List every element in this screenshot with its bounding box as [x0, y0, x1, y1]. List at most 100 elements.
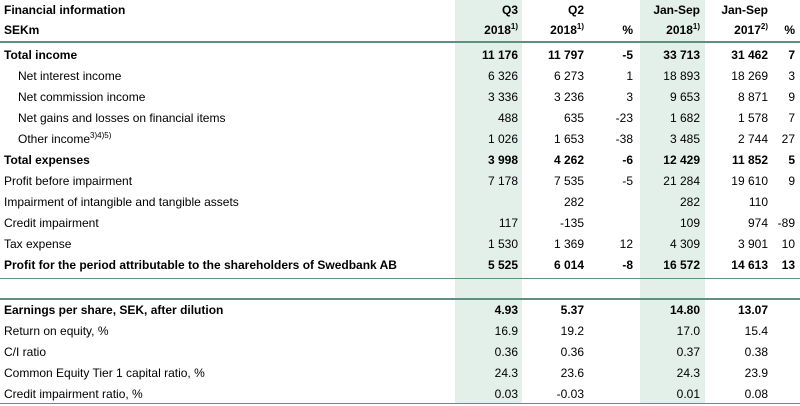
value: 0.36	[560, 345, 584, 359]
column-year: 2018	[484, 23, 511, 37]
value-cell: 0.36	[456, 342, 518, 363]
value-cell: 0.08	[706, 384, 768, 405]
value-cell: 0.01	[640, 384, 700, 405]
value: 0.03	[494, 387, 518, 401]
row-label: Credit impairment ratio, %	[4, 384, 444, 405]
value-cell: 0.37	[640, 342, 700, 363]
row-label: Profit before impairment	[4, 171, 444, 192]
value-cell: 1 026	[456, 129, 518, 150]
value: 3 998	[487, 153, 518, 167]
value: 16 572	[663, 258, 700, 272]
value: 13	[781, 258, 795, 272]
value-cell: 8 871	[706, 87, 768, 108]
row-label: Credit impairment ratio, %	[4, 387, 143, 401]
value-cell: 282	[522, 192, 584, 213]
value-cell: 17.0	[640, 321, 700, 342]
value-cell: 5	[770, 150, 795, 171]
value-cell: 6 273	[522, 66, 584, 87]
value-cell: 7	[770, 108, 795, 129]
value-cell: 5 525	[456, 255, 518, 276]
value: 18 269	[731, 69, 768, 83]
column-period: Jan-Sep	[653, 3, 700, 17]
value-cell: 24.3	[456, 363, 518, 384]
value-cell: 23.9	[706, 363, 768, 384]
value: 0.38	[744, 345, 768, 359]
value: 7 535	[553, 174, 584, 188]
row-label: Profit for the period attributable to th…	[4, 255, 444, 276]
value: 6 326	[487, 69, 518, 83]
value: 1	[626, 69, 633, 83]
value-cell: 1 653	[522, 129, 584, 150]
value: -135	[559, 216, 584, 230]
column-year: 20172)	[706, 20, 768, 41]
value: 19 610	[731, 174, 768, 188]
row-label: Impairment of intangible and tangible as…	[4, 192, 444, 213]
value-cell: 18 269	[706, 66, 768, 87]
value: 15.4	[744, 324, 768, 338]
column-year: 2017	[734, 23, 761, 37]
value: 5	[788, 153, 795, 167]
value: 14 613	[731, 258, 768, 272]
row-label: Return on equity, %	[4, 321, 444, 342]
value: 23.9	[744, 366, 768, 380]
value: 13.07	[737, 303, 768, 317]
row-label: Common Equity Tier 1 capital ratio, %	[4, 363, 444, 384]
column-period: Jan-Sep	[721, 3, 768, 17]
value-cell: 11 176	[456, 45, 518, 66]
value-cell: 6 014	[522, 255, 584, 276]
value-cell: 0.38	[706, 342, 768, 363]
value: 19.2	[560, 324, 584, 338]
row-label: Net interest income	[18, 66, 458, 87]
value: 1 578	[737, 111, 768, 125]
value-cell: 635	[522, 108, 584, 129]
header-unit: SEKm	[4, 20, 304, 41]
row-label: Net gains and losses on financial items	[18, 111, 226, 125]
value-cell: 24.3	[640, 363, 700, 384]
value: 9	[788, 174, 795, 188]
row-label: Other income	[18, 132, 91, 146]
value-cell: 1 578	[706, 108, 768, 129]
value-cell: 4.93	[456, 300, 518, 321]
value: 7	[788, 111, 795, 125]
column-period: Q2	[522, 0, 584, 21]
value-cell: 488	[456, 108, 518, 129]
value: 27	[781, 132, 795, 146]
value-cell: 3 998	[456, 150, 518, 171]
row-label: C/I ratio	[4, 345, 47, 359]
value: 3	[788, 69, 795, 83]
value: 488	[497, 111, 518, 125]
column-period: Q3	[501, 3, 518, 17]
value-cell: 4 262	[522, 150, 584, 171]
rule	[0, 278, 800, 279]
value: 0.08	[744, 387, 768, 401]
value-cell: 12 429	[640, 150, 700, 171]
value: 9 653	[669, 90, 700, 104]
value-cell: 15.4	[706, 321, 768, 342]
value-cell: 1 369	[522, 234, 584, 255]
value-cell: 3	[588, 87, 633, 108]
value-cell: 9 653	[640, 87, 700, 108]
value: 974	[747, 216, 768, 230]
value-cell: -89	[770, 213, 795, 234]
value-cell: 11 797	[522, 45, 584, 66]
value-cell: -38	[588, 129, 633, 150]
value-cell: 6 326	[456, 66, 518, 87]
value-cell: 19.2	[522, 321, 584, 342]
value: 0.36	[494, 345, 518, 359]
value: 24.3	[494, 366, 518, 380]
value: -89	[777, 216, 795, 230]
value-cell: 23.6	[522, 363, 584, 384]
value: 17.0	[676, 324, 700, 338]
value: 5 525	[487, 258, 518, 272]
column-year: 20181)	[456, 20, 518, 41]
value-cell: 16 572	[640, 255, 700, 276]
value-cell: 13.07	[706, 300, 768, 321]
value: -6	[622, 153, 633, 167]
row-label: Tax expense	[4, 237, 72, 251]
value: 33 713	[663, 48, 700, 62]
value-cell: -5	[588, 45, 633, 66]
value-cell: 109	[640, 213, 700, 234]
value-cell: -0.03	[522, 384, 584, 405]
row-label: Net gains and losses on financial items	[18, 108, 458, 129]
row-label: Credit impairment	[4, 213, 444, 234]
